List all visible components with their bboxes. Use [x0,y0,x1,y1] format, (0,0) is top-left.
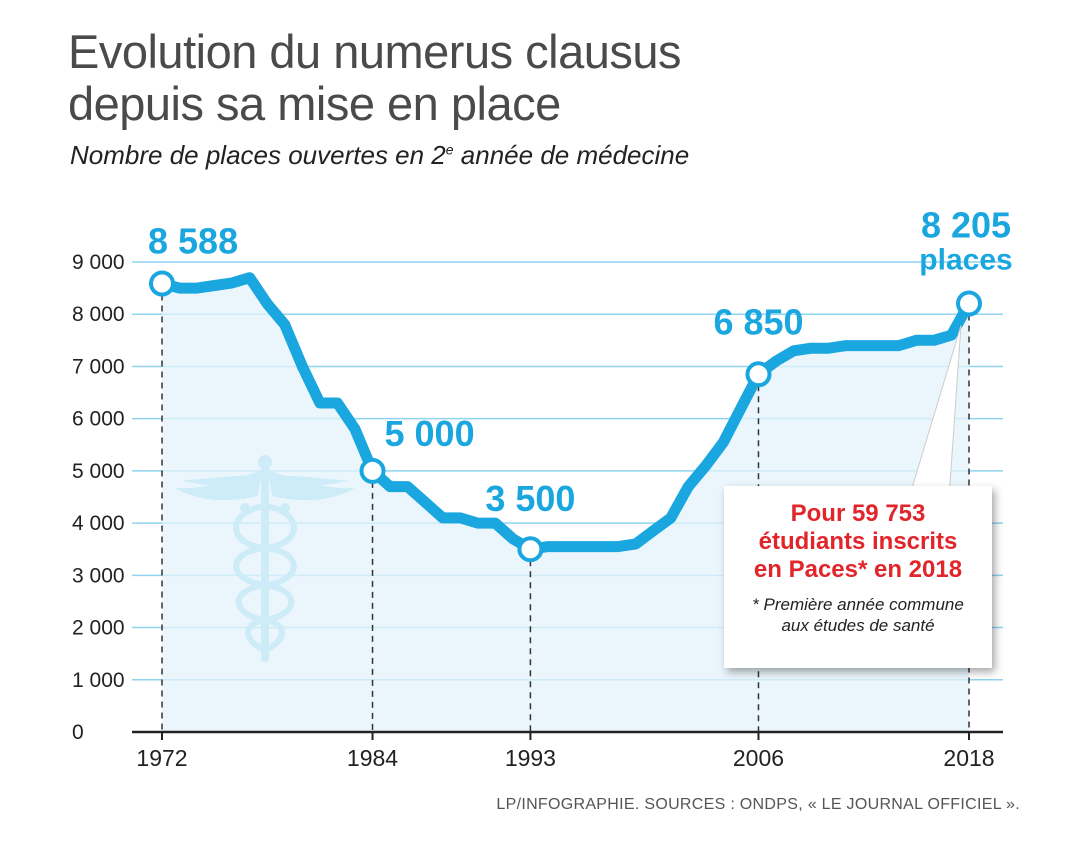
data-point-marker [745,361,772,388]
data-label: 6 850 [713,301,803,342]
x-tick-label: 1984 [347,745,398,771]
subtitle-superscript: e [445,141,454,158]
y-tick-label: 5 000 [72,460,125,483]
callout-line-2: étudiants inscrits [758,528,958,555]
chart-title: Evolution du numerus clausus depuis sa m… [68,25,682,130]
axis-layer: 0 1 000 2 000 3 000 4 000 5 000 6 000 7 000 8 00… [72,251,1003,771]
chart-title-line-1: Evolution du numerus clausus [68,25,682,78]
data-label-unit: places [919,244,1012,277]
y-tick-label: 6 000 [72,408,125,431]
data-point-marker [149,270,175,297]
data-label: 8 205 [921,205,1011,246]
y-tick-label: 2 000 [72,617,125,640]
data-label: 8 588 [148,221,238,262]
data-point-marker [956,290,982,317]
chart-title-line-2: depuis sa mise en place [68,77,561,130]
y-tick-label: 8 000 [72,303,125,326]
enrollment-callout: Pour 59 753 étudiants inscrits en Paces*… [724,486,992,668]
data-label: 3 500 [485,478,575,519]
data-point-marker [359,457,386,484]
x-tick-label: 1993 [505,745,556,771]
subtitle-text: Nombre de places ouvertes en 2 [70,140,446,170]
y-tick-label: 9 000 [72,251,125,274]
callout-line-1: Pour 59 753 [790,500,926,527]
y-tick-label: 3 000 [72,564,125,587]
data-point-marker [517,536,544,563]
data-label: 5 000 [385,413,475,454]
callout-footnote: * Première année commune aux études de s… [724,594,992,636]
x-tick-label: 2018 [943,745,994,771]
x-tick-label: 1972 [136,745,187,771]
callout-note-line-1: * Première année commune [752,595,964,614]
y-tick-label: 4 000 [72,512,125,535]
callout-main-text: Pour 59 753 étudiants inscrits en Paces*… [724,500,992,584]
y-tick-label: 0 [72,721,84,744]
x-tick-label: 2006 [733,745,784,771]
y-tick-label: 7 000 [72,355,125,378]
y-tick-label: 1 000 [72,669,125,692]
callout-line-3: en Paces* en 2018 [753,556,963,583]
series-line [156,272,975,555]
subtitle-text-end: année de médecine [453,140,690,170]
source-credit: LP/INFOGRAPHIE. SOURCES : ONDPS, « LE JO… [496,796,1020,813]
line-layer [156,272,975,555]
chart-subtitle: Nombre de places ouvertes en 2e année de… [70,140,689,171]
callout-note-line-2: aux études de santé [781,616,935,635]
